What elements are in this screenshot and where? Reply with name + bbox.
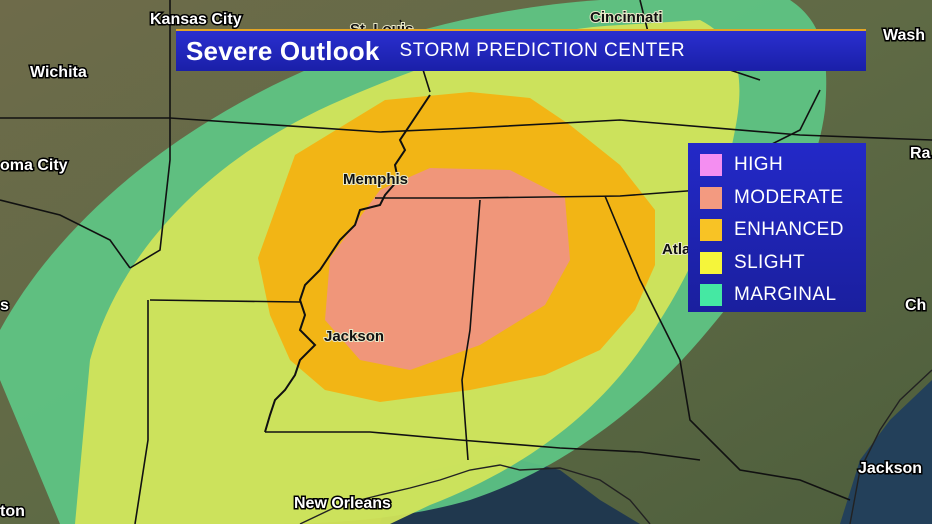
mississippi-river — [264, 94, 431, 433]
city-label-jacksonville: Jackson — [858, 460, 922, 477]
city-label-memphis: Memphis — [343, 171, 408, 188]
gulf-coastline — [299, 464, 651, 524]
border-line — [0, 199, 131, 269]
city-label-wichita: Wichita — [30, 64, 87, 81]
legend-item-enhanced: ENHANCED — [700, 214, 866, 247]
border-line — [129, 118, 171, 269]
source-label: STORM PREDICTION CENTER — [399, 40, 686, 61]
moderate-risk-area — [325, 168, 570, 370]
city-label-cincinnati: Cincinnati — [590, 9, 663, 26]
city-label-charleston: Ch — [905, 297, 926, 314]
border-line — [134, 300, 149, 524]
border-line — [375, 189, 701, 199]
atlantic-ocean — [840, 380, 932, 524]
page-title: Severe Outlook — [186, 35, 380, 66]
city-label-new-orleans: New Orleans — [294, 495, 391, 512]
city-label-oklahoma-city: oma City — [0, 157, 68, 174]
legend-swatch-enhanced — [700, 219, 722, 242]
border-line — [149, 299, 301, 303]
city-label-raleigh: Ra — [910, 145, 931, 162]
legend-swatch-high — [700, 154, 722, 177]
atlantic-coastline — [849, 369, 932, 524]
legend-item-marginal: MARGINAL — [700, 279, 866, 312]
title-banner: Severe Outlook STORM PREDICTION CENTER — [176, 29, 866, 71]
legend-swatch-slight — [700, 251, 722, 274]
legend-label: MARGINAL — [734, 284, 837, 306]
city-label-dallas: s — [0, 297, 9, 314]
city-label-washington: Wash — [883, 27, 925, 44]
border-line — [265, 431, 701, 461]
legend-label: ENHANCED — [734, 219, 844, 241]
legend-item-moderate: MODERATE — [700, 182, 866, 215]
city-label-jackson-ms: Jackson — [324, 328, 384, 345]
legend-label: MODERATE — [734, 186, 844, 208]
city-label-kansas-city: Kansas City — [150, 11, 242, 28]
legend-swatch-moderate — [700, 186, 722, 209]
legend-swatch-marginal — [700, 284, 722, 307]
risk-legend: HIGH MODERATE ENHANCED SLIGHT MARGINAL — [688, 143, 866, 312]
legend-label: SLIGHT — [734, 251, 806, 273]
border-line — [604, 195, 851, 501]
legend-item-slight: SLIGHT — [700, 247, 866, 280]
border-line — [461, 199, 481, 461]
city-label-houston: ton — [0, 503, 25, 520]
legend-item-high: HIGH — [700, 149, 866, 182]
city-label-atlanta: Atla — [662, 241, 691, 258]
legend-label: HIGH — [734, 154, 784, 176]
